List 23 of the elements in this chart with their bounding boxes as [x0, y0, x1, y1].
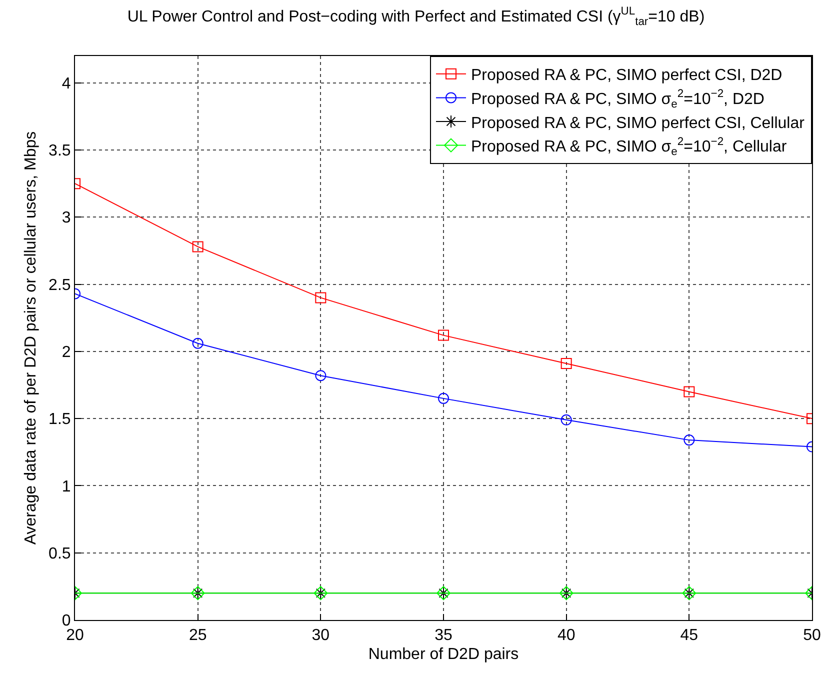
y-tick-label: 1.5	[48, 411, 71, 428]
legend-label: Proposed RA & PC, SIMO perfect CSI, Cellular	[471, 114, 806, 132]
x-tick-label: 40	[557, 627, 576, 644]
x-tick-label: 35	[434, 627, 452, 644]
y-tick-label: 1	[62, 478, 71, 496]
y-tick-label: 2	[62, 344, 71, 362]
x-axis-title: Number of D2D pairs	[368, 646, 519, 663]
x-tick-label: 20	[66, 627, 84, 644]
y-tick-label: 2.5	[48, 276, 71, 294]
chart-title: UL Power Control and Post−coding with Perfect and Estimated CSI (γ$^{UL}$$_{tar}$=10 dB)	[127, 6, 705, 28]
y-tick-label: 3	[62, 210, 71, 227]
x-tick-label: 25	[188, 627, 207, 644]
y-axis-title: Average data rate of per D2D pairs or cellular users, Mbps	[22, 131, 40, 545]
x-tick-label: 30	[312, 627, 330, 644]
y-tick-label: 0	[62, 612, 71, 630]
y-tick-label: 3.5	[48, 142, 71, 160]
x-tick-label: 45	[680, 627, 698, 644]
x-tick-label: 50	[803, 627, 821, 644]
legend-label: Proposed RA & PC, SIMO perfect CSI, D2D	[471, 67, 782, 84]
y-tick-label: 4	[62, 75, 71, 92]
legend-label: Proposed RA & PC, SIMO σ$_{e}$$^{2}$=10$^{−2}$, Cellular	[471, 136, 788, 158]
legend-label: Proposed RA & PC, SIMO σ$_{e}$$^{2}$=10$^{−2}$, D2D	[471, 88, 764, 110]
y-tick-label: 0.5	[48, 545, 71, 562]
